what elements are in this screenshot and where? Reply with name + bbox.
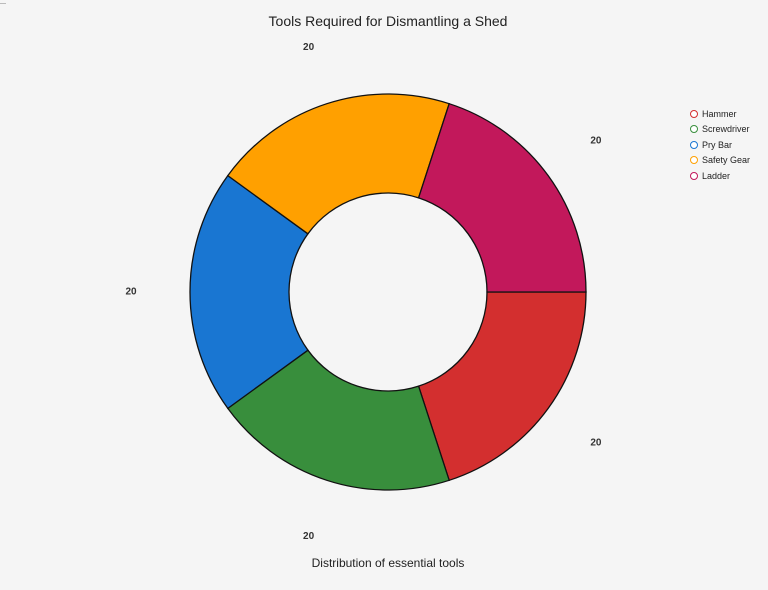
legend-label: Pry Bar	[702, 139, 733, 150]
slices-group	[189, 93, 587, 491]
legend-label: Screwdriver	[702, 124, 750, 135]
legend-marker-icon	[690, 140, 698, 149]
legend-marker-icon	[690, 109, 698, 118]
slice-screwdriver[interactable]	[226, 349, 451, 491]
data-label-pry-bar: 20	[125, 287, 137, 298]
legend-item-safety-gear[interactable]: Safety Gear	[690, 153, 750, 169]
legend-label: Hammer	[702, 108, 737, 119]
legend-item-pry-bar[interactable]: Pry Bar	[690, 137, 750, 153]
data-label-ladder: 20	[590, 136, 602, 147]
legend-label: Ladder	[702, 170, 731, 181]
slice-ladder[interactable]	[417, 102, 587, 293]
chart-subtitle: Distribution of essential tools	[311, 556, 465, 570]
legend-item-ladder[interactable]: Ladder	[690, 168, 750, 184]
data-label-screwdriver: 20	[303, 531, 315, 542]
corner-mark	[0, 0, 6, 4]
legend-label: Safety Gear	[702, 155, 751, 166]
legend-marker-icon	[690, 171, 698, 180]
slice-hammer[interactable]	[417, 291, 587, 482]
data-label-safety-gear: 20	[303, 42, 315, 53]
legend-marker-icon	[690, 125, 698, 134]
legend: Hammer Screwdriver Pry Bar Safety Gear Ladde…	[690, 106, 750, 184]
legend-item-screwdriver[interactable]: Screwdriver	[690, 122, 750, 138]
slice-pry-bar[interactable]	[189, 174, 309, 410]
legend-marker-icon	[690, 156, 698, 165]
data-labels-group: 20 20 20 20 20	[125, 42, 601, 542]
data-label-hammer: 20	[590, 438, 602, 449]
legend-item-hammer[interactable]: Hammer	[690, 106, 750, 122]
slice-safety-gear[interactable]	[226, 93, 451, 235]
chart-title: Tools Required for Dismantling a Shed	[268, 13, 508, 29]
